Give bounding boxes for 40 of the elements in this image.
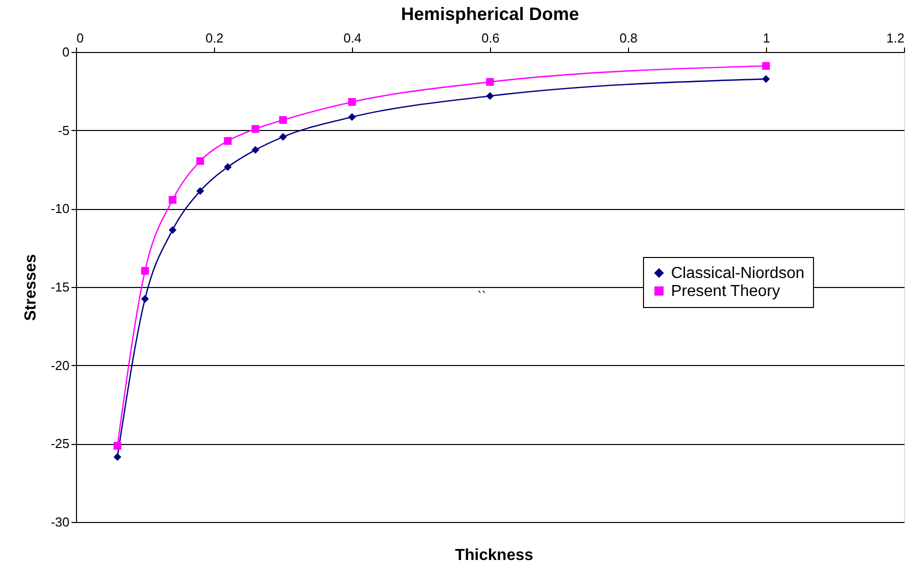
point (114, 453, 122, 461)
x-tick-label: 0.6 (481, 30, 500, 46)
point (141, 266, 149, 275)
point (486, 78, 494, 86)
chart-title: Hemispherical Dome (400, 4, 580, 24)
y-tick-label: -20 (50, 358, 70, 373)
y-tick-label: -30 (50, 514, 70, 530)
legend-label: Present Theory (671, 283, 780, 300)
point (279, 133, 287, 141)
x-tick-label: 0.4 (343, 30, 362, 46)
point (168, 196, 176, 204)
y-tick-label: 0 (62, 44, 70, 60)
y-tick-label: -25 (50, 436, 70, 452)
point (196, 187, 204, 195)
x-axis-title: Thickness (455, 547, 534, 563)
point (486, 92, 494, 100)
y-tick-label: -15 (50, 280, 70, 294)
point (279, 116, 287, 124)
legend-label: Classical-Niordson (671, 265, 804, 282)
point (348, 113, 356, 121)
point (196, 157, 204, 165)
point (762, 62, 770, 70)
x-tick-label: 1 (762, 30, 770, 46)
point (252, 125, 260, 133)
point (224, 137, 232, 145)
y-axis-title: Stresses (22, 254, 40, 321)
point (224, 163, 232, 171)
x-tick-label: 0.2 (205, 30, 224, 46)
x-tick-label: 1.2 (886, 30, 904, 46)
y-tick-label: -10 (50, 201, 70, 216)
x-tick-label: 0 (76, 30, 84, 46)
point (141, 295, 149, 303)
point (252, 146, 260, 154)
y-tick-label: -5 (58, 122, 70, 138)
point (114, 442, 122, 450)
point (348, 98, 356, 106)
annotation: `` (477, 288, 486, 304)
point (762, 75, 770, 83)
x-tick-label: 0.8 (619, 30, 638, 46)
point (168, 226, 176, 234)
